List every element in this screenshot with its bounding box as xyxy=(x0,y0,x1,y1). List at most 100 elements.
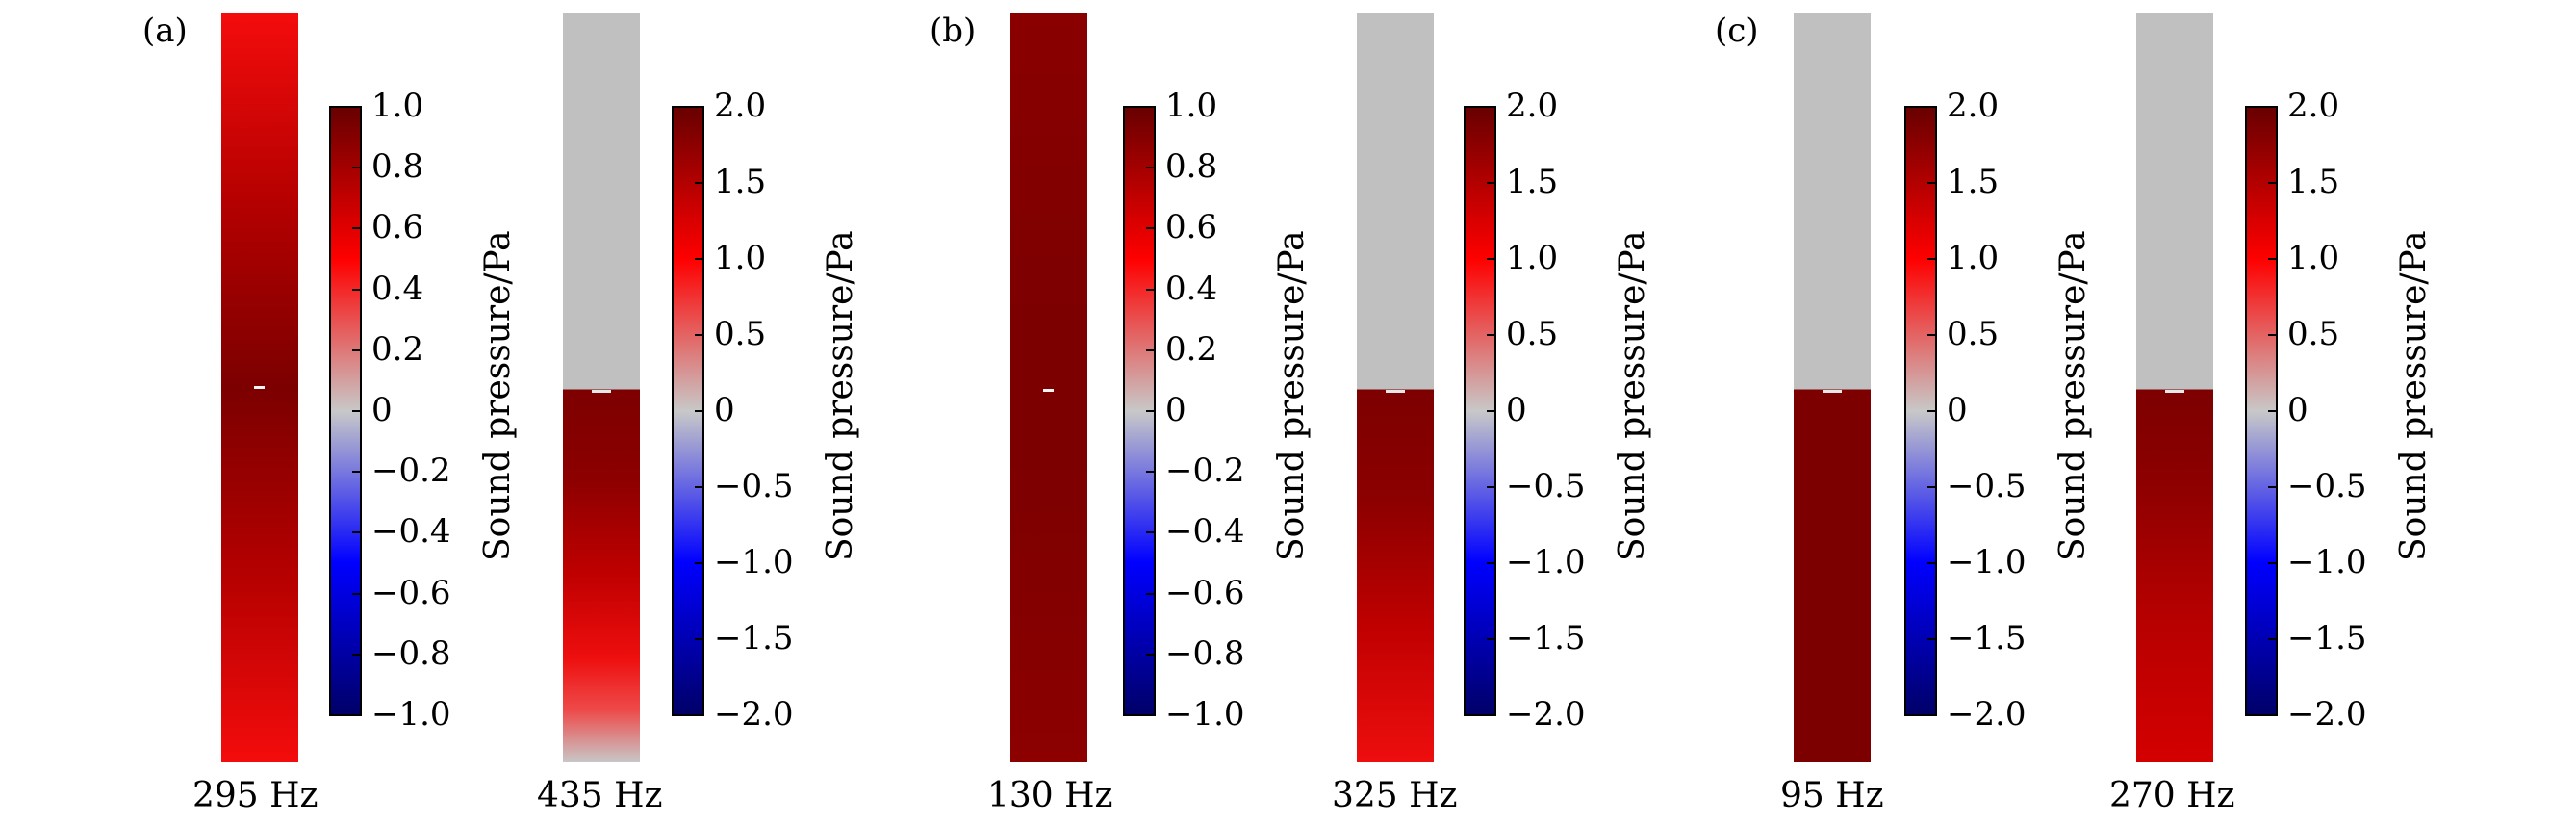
colorbar-tick-mark xyxy=(352,348,362,351)
colorbar-tick-mark xyxy=(2268,106,2278,108)
colorbar-tick-mark xyxy=(695,334,704,336)
colorbar-tick-label: −1.0 xyxy=(2287,543,2367,581)
colorbar-tick-mark xyxy=(2268,410,2278,412)
field-marker xyxy=(2165,390,2184,393)
colorbar-tick-label: 2.0 xyxy=(1506,87,1559,125)
colorbar-tick-mark xyxy=(1927,486,1937,488)
colorbar-tick-label: −2.0 xyxy=(1947,695,2027,734)
colorbar-tick-mark xyxy=(695,258,704,260)
panel-label-a: (a) xyxy=(142,12,188,50)
colorbar-tick-label: 0 xyxy=(714,391,735,429)
colorbar-tick-label: 0.5 xyxy=(2287,315,2340,353)
colorbar-tick-label: 1.5 xyxy=(1947,163,2000,201)
frequency-label: 435 Hz xyxy=(537,776,663,815)
colorbar-tick-label: 0.5 xyxy=(1506,315,1559,353)
colorbar-tick-label: −0.5 xyxy=(2287,467,2367,505)
colorbar-tick-label: 1.5 xyxy=(1506,163,1559,201)
colorbar-tick-label: −0.5 xyxy=(714,467,794,505)
colorbar-tick-mark xyxy=(1927,562,1937,564)
colorbar-tick-mark xyxy=(1146,106,1156,108)
field-bar-c-95hz xyxy=(1794,13,1871,762)
colorbar-tick-mark xyxy=(1487,562,1496,564)
colorbar-tick-mark xyxy=(2268,486,2278,488)
colorbar-tick-mark xyxy=(2268,562,2278,564)
colorbar-tick-mark xyxy=(1146,227,1156,230)
colorbar-tick-mark xyxy=(352,471,362,474)
colorbar-tick-label: 0.8 xyxy=(1165,147,1218,187)
colorbar-tick-mark xyxy=(1927,714,1937,716)
colorbar-tick-mark xyxy=(1487,106,1496,108)
field-marker xyxy=(592,390,611,393)
colorbar-tick-label: 1.0 xyxy=(371,87,424,125)
colorbar-tick-label: −1.0 xyxy=(1165,695,1245,734)
colorbar-tick-label: −0.2 xyxy=(371,452,451,491)
colorbar-tick-label: −1.5 xyxy=(1506,619,1586,658)
colorbar-tick-label: −1.0 xyxy=(1506,543,1586,581)
colorbar-tick-label: 0 xyxy=(371,391,393,429)
colorbar-tick-label: −1.0 xyxy=(714,543,794,581)
colorbar-tick-mark xyxy=(1927,182,1937,184)
colorbar-tick-label: −0.6 xyxy=(1165,573,1245,612)
colorbar-tick-label: 1.0 xyxy=(1165,87,1218,125)
colorbar-tick-label: −0.5 xyxy=(1947,467,2027,505)
colorbar-title: Sound pressure/Pa xyxy=(821,230,860,561)
colorbar-tick-mark xyxy=(1487,410,1496,412)
colorbar-tick-mark xyxy=(2268,258,2278,260)
colorbar-tick-label: −2.0 xyxy=(2287,695,2367,734)
frequency-label: 325 Hz xyxy=(1332,776,1458,815)
colorbar-tick-label: 0.4 xyxy=(371,269,424,308)
colorbar-tick-label: −0.8 xyxy=(1165,633,1245,673)
colorbar-tick-label: 0.2 xyxy=(371,329,424,369)
colorbar-tick-mark xyxy=(1487,638,1496,640)
colorbar-tick-mark xyxy=(1146,471,1156,474)
colorbar-tick-mark xyxy=(2268,638,2278,640)
colorbar-tick-mark xyxy=(695,106,704,108)
colorbar-title: Sound pressure/Pa xyxy=(2053,230,2093,561)
colorbar-tick-mark xyxy=(1146,348,1156,351)
colorbar-tick-label: 0.4 xyxy=(1165,269,1218,308)
colorbar-tick-label: −0.6 xyxy=(371,573,451,612)
colorbar-tick-mark xyxy=(1487,182,1496,184)
colorbar-tick-mark xyxy=(695,182,704,184)
colorbar-tick-label: 1.5 xyxy=(2287,163,2340,201)
colorbar-tick-mark xyxy=(352,167,362,169)
colorbar-tick-mark xyxy=(352,410,362,412)
colorbar-tick-mark xyxy=(1487,334,1496,336)
colorbar-tick-mark xyxy=(352,106,362,108)
colorbar-tick-label: 1.5 xyxy=(714,163,767,201)
colorbar-tick-label: 0.5 xyxy=(714,315,767,353)
colorbar-tick-mark xyxy=(695,562,704,564)
colorbar-tick-mark xyxy=(1927,638,1937,640)
colorbar-tick-mark xyxy=(1146,288,1156,291)
field-bar-c-270hz xyxy=(2136,13,2213,762)
colorbar-tick-label: −1.0 xyxy=(371,695,451,734)
field-bar-b-325hz xyxy=(1357,13,1434,762)
colorbar-tick-label: 0.6 xyxy=(371,208,424,247)
colorbar-tick-label: 1.0 xyxy=(1506,239,1559,277)
field-marker xyxy=(254,386,265,389)
colorbar-tick-mark xyxy=(1487,714,1496,716)
colorbar-tick-mark xyxy=(695,486,704,488)
colorbar-tick-mark xyxy=(1146,531,1156,534)
colorbar-title: Sound pressure/Pa xyxy=(478,230,518,561)
colorbar-tick-mark xyxy=(1927,106,1937,108)
field-bar-a-295hz xyxy=(221,13,298,762)
colorbar-tick-mark xyxy=(352,531,362,534)
colorbar-tick-mark xyxy=(352,288,362,291)
colorbar-tick-label: −1.5 xyxy=(1947,619,2027,658)
frequency-label: 130 Hz xyxy=(987,776,1113,815)
panel-label-b: (b) xyxy=(930,12,977,50)
colorbar-tick-label: −0.5 xyxy=(1506,467,1586,505)
colorbar-tick-mark xyxy=(352,653,362,656)
colorbar-tick-label: 1.0 xyxy=(2287,239,2340,277)
colorbar-title: Sound pressure/Pa xyxy=(1613,230,1652,561)
colorbar-tick-mark xyxy=(1927,258,1937,260)
colorbar-tick-label: 1.0 xyxy=(1947,239,2000,277)
colorbar-tick-label: 0.8 xyxy=(371,147,424,187)
colorbar-tick-mark xyxy=(1927,334,1937,336)
colorbar-tick-mark xyxy=(1146,410,1156,412)
colorbar-tick-label: −1.5 xyxy=(2287,619,2367,658)
colorbar-tick-mark xyxy=(695,714,704,716)
colorbar-tick-mark xyxy=(1146,714,1156,716)
